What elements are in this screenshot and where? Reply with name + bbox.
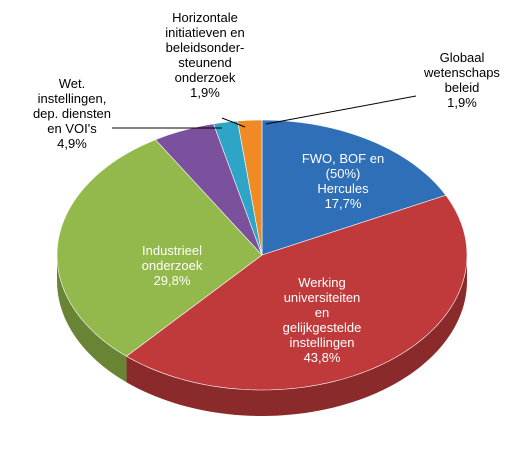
label-line: en VOI's [47,121,97,136]
label-line: Werking [298,275,345,290]
slice-side [126,255,468,416]
label-line: en [315,305,329,320]
slice [154,123,263,256]
label-line: onderzoek [142,258,203,273]
leader-line [265,95,417,125]
slice-label: Wet. instellingen, dep. diensten en VOI's [33,76,111,136]
label-line: beleidsonder- [166,40,245,55]
slice-label: Werking universiteiten en gelijkgestelde ins… [283,275,362,350]
label-line: instellingen [289,335,354,350]
label-line: instellingen, [38,91,107,106]
slice [237,119,263,256]
slice-label: FWO, BOF en (50%) Hercules [302,151,384,196]
value-label: 1,9% [190,85,220,100]
slice-label: Horizontale initiatieven en beleidsonder-s… [165,10,245,85]
slice [56,139,263,357]
label-line: wetenschaps [423,65,500,80]
label-line: beleid [445,80,480,95]
label-line: gelijkgestelde [283,320,362,335]
label-line: Industrieel [142,243,202,258]
leader-line [221,117,246,128]
value-label: 4,9% [57,136,87,151]
value-label: 1,9% [447,95,477,110]
label-line: onderzoek [175,70,236,85]
label-line: Wet. [59,76,86,91]
label-line: (50%) [326,166,361,181]
label-line: initiatieven en [165,25,245,40]
label-line: FWO, BOF en [302,151,384,166]
slice-label: Globaal wetenschaps beleid [423,50,500,95]
label-line: Globaal [440,50,485,65]
label-line: Horizontale [172,10,238,25]
slice-label: Industrieel onderzoek [142,243,203,273]
label-line: universiteiten [284,290,361,305]
slice [261,119,447,256]
value-label: 17,7% [325,196,362,211]
label-line: Hercules [317,181,369,196]
label-line: steunend [178,55,232,70]
slice-side [57,255,127,383]
value-label: 29,8% [154,273,191,288]
value-label: 43,8% [304,350,341,365]
slice [125,194,468,391]
label-line: dep. diensten [33,106,111,121]
